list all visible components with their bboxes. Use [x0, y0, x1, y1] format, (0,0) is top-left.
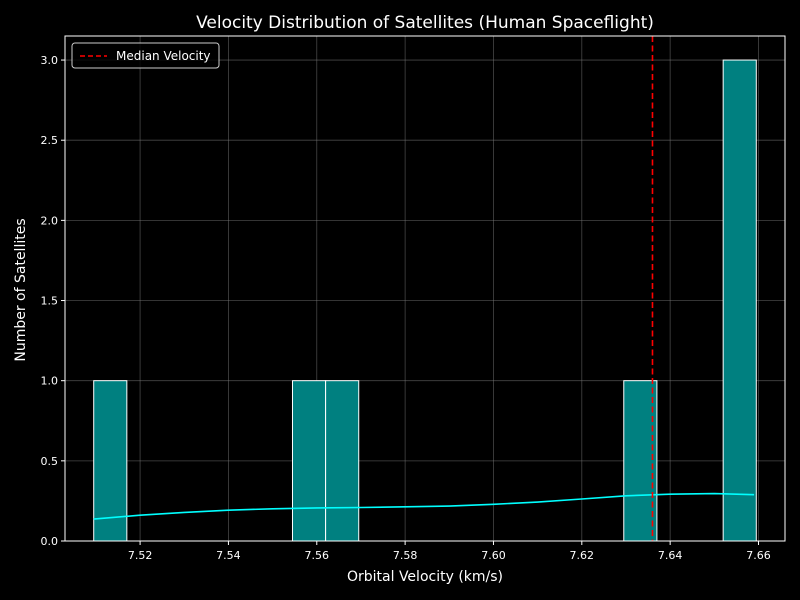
legend-median-label: Median Velocity — [116, 49, 211, 63]
histogram-bar — [722, 59, 757, 542]
histogram-bar — [325, 380, 360, 542]
x-tick-label: 7.60 — [481, 549, 506, 562]
y-tick-label: 1.0 — [41, 375, 59, 388]
histogram-bar — [93, 380, 128, 542]
x-tick-label: 7.58 — [393, 549, 418, 562]
x-axis-ticks: 7.52 7.54 7.56 7.58 7.60 7.62 7.64 7.66 — [128, 541, 771, 562]
histogram-bar — [623, 380, 658, 542]
histogram-bar — [291, 380, 327, 542]
x-axis-label: Orbital Velocity (km/s) — [347, 569, 503, 585]
plot-frame — [64, 35, 786, 542]
x-tick-label: 7.64 — [658, 549, 683, 562]
y-tick-label: 0.5 — [41, 455, 59, 468]
x-tick-label: 7.66 — [746, 549, 771, 562]
kde-curve — [93, 492, 755, 520]
x-tick-label: 7.54 — [216, 549, 241, 562]
y-tick-label: 2.0 — [41, 214, 59, 227]
legend-box — [71, 42, 220, 69]
x-tick-label: 7.62 — [570, 549, 595, 562]
chart-title: Velocity Distribution of Satellites (Hum… — [196, 13, 654, 33]
y-axis-label: Number of Satellites — [13, 218, 29, 361]
histogram-bars — [93, 59, 757, 542]
legend: Median Velocity — [71, 42, 220, 69]
x-tick-label: 7.56 — [305, 549, 330, 562]
y-tick-label: 1.5 — [41, 295, 59, 308]
y-tick-label: 3.0 — [41, 54, 59, 67]
y-tick-label: 0.0 — [41, 535, 59, 548]
x-tick-label: 7.52 — [128, 549, 153, 562]
y-tick-label: 2.5 — [41, 134, 59, 147]
y-axis-ticks: 0.0 0.5 1.0 1.5 2.0 2.5 3.0 — [41, 54, 65, 548]
kde-curve-group — [93, 492, 755, 520]
